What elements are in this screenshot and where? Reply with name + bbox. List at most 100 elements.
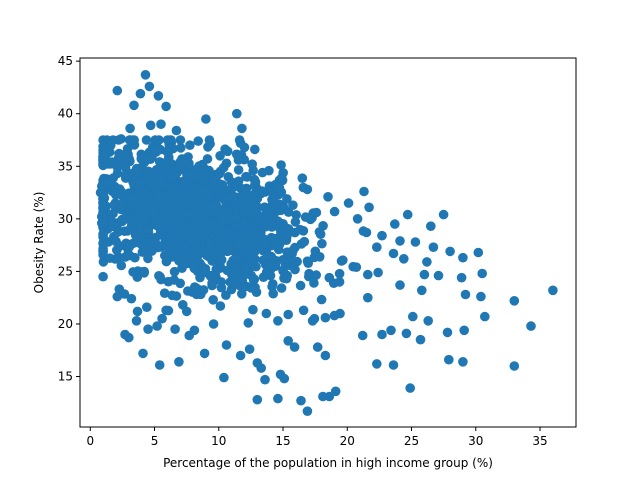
- core-point: [167, 290, 177, 301]
- data-point: [154, 360, 165, 370]
- core-point: [155, 144, 166, 155]
- data-point: [458, 252, 468, 263]
- core-point: [165, 251, 175, 261]
- data-point: [237, 123, 247, 134]
- core-point: [135, 196, 146, 207]
- core-point: [297, 173, 308, 183]
- data-point: [444, 354, 454, 365]
- core-point: [262, 212, 273, 222]
- core-point: [233, 155, 244, 165]
- data-point: [298, 305, 309, 316]
- core-point: [163, 220, 174, 231]
- core-point: [215, 301, 226, 311]
- core-point: [139, 266, 149, 277]
- data-point: [247, 159, 257, 169]
- data-point: [476, 291, 486, 302]
- data-point: [388, 248, 399, 259]
- data-point: [329, 310, 340, 321]
- data-point: [161, 305, 171, 316]
- core-point: [247, 236, 258, 246]
- data-point: [140, 70, 151, 80]
- data-point: [390, 219, 400, 229]
- core-point: [98, 246, 108, 256]
- core-point: [143, 166, 154, 177]
- core-point: [266, 251, 277, 262]
- data-points: [95, 70, 558, 417]
- core-point: [213, 193, 224, 203]
- core-point: [116, 260, 127, 271]
- core-point: [267, 281, 277, 292]
- x-tick-label: 5: [151, 434, 159, 448]
- core-point: [140, 187, 150, 198]
- data-point: [324, 272, 335, 283]
- data-point: [156, 119, 166, 129]
- data-point: [163, 146, 174, 157]
- core-point: [214, 169, 224, 179]
- core-point: [208, 295, 218, 305]
- core-point: [169, 266, 180, 277]
- data-point: [221, 340, 232, 350]
- core-point: [221, 290, 231, 301]
- data-point: [458, 357, 468, 367]
- core-point: [268, 288, 279, 299]
- core-point: [150, 135, 160, 145]
- core-point: [128, 168, 139, 179]
- data-point: [144, 81, 155, 92]
- core-point: [98, 230, 108, 240]
- core-point: [273, 244, 284, 255]
- core-point: [267, 194, 277, 205]
- core-point: [168, 205, 179, 215]
- core-point: [175, 160, 185, 170]
- data-point: [323, 192, 333, 202]
- x-tick-label: 15: [275, 434, 290, 448]
- data-point: [296, 395, 306, 406]
- x-tick-label: 0: [86, 434, 94, 448]
- core-point: [205, 251, 215, 261]
- core-point: [120, 173, 131, 183]
- core-point: [159, 288, 170, 299]
- data-point: [135, 88, 146, 99]
- core-point: [148, 181, 158, 192]
- data-point: [372, 359, 382, 369]
- data-point: [410, 237, 421, 247]
- core-point: [222, 146, 233, 157]
- data-point: [509, 361, 520, 371]
- x-tick-label: 30: [468, 434, 483, 448]
- core-point: [311, 270, 322, 280]
- data-point: [152, 321, 162, 331]
- core-point: [136, 230, 146, 240]
- core-point: [124, 214, 135, 225]
- core-point: [211, 265, 222, 276]
- core-point: [157, 313, 167, 324]
- data-point: [408, 311, 418, 322]
- data-point: [445, 246, 455, 257]
- core-point: [128, 267, 138, 277]
- core-point: [237, 192, 248, 203]
- core-point: [164, 163, 174, 174]
- core-point: [111, 190, 121, 200]
- data-point: [433, 270, 444, 281]
- data-point: [438, 209, 449, 220]
- data-point: [276, 173, 287, 183]
- core-point: [191, 164, 202, 174]
- data-point: [283, 309, 294, 320]
- core-point: [107, 221, 117, 232]
- data-point: [215, 151, 225, 161]
- x-tick-label: 35: [532, 434, 547, 448]
- core-point: [272, 182, 283, 193]
- data-point: [171, 125, 182, 136]
- plot-frame: [79, 57, 577, 428]
- data-point: [243, 318, 254, 328]
- data-point: [145, 120, 156, 131]
- data-point: [124, 332, 134, 343]
- data-point: [302, 406, 313, 417]
- core-point: [130, 237, 140, 248]
- core-point: [173, 230, 183, 240]
- y-tick-label: 40: [58, 107, 73, 121]
- data-point: [309, 278, 319, 288]
- data-point: [373, 267, 383, 278]
- data-point: [208, 319, 219, 329]
- core-point: [176, 143, 186, 153]
- core-point: [133, 188, 143, 199]
- core-point: [159, 206, 169, 217]
